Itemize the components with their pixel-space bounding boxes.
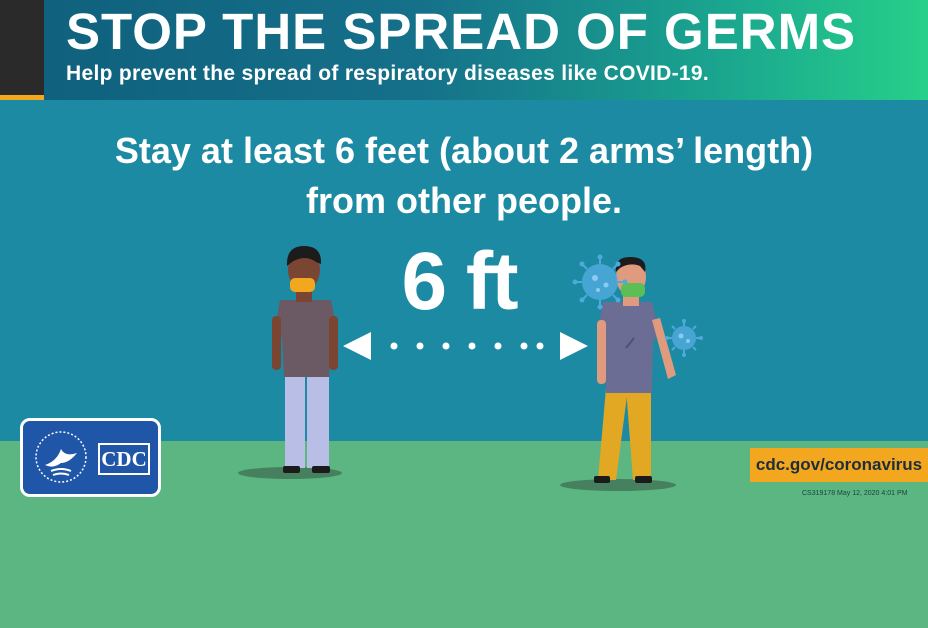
face-mask-icon	[290, 278, 315, 292]
virus-icon	[572, 254, 628, 310]
page-subtitle: Help prevent the spread of respiratory d…	[66, 62, 710, 85]
guidance-line-1: Stay at least 6 feet (about 2 arms’ leng…	[114, 130, 814, 171]
distance-label: 6 ft	[401, 236, 519, 327]
distance-dots	[390, 342, 544, 350]
person-right	[560, 256, 676, 491]
cdc-wordmark-text: CDC	[101, 447, 147, 471]
cdc-logo[interactable]: CDC	[20, 418, 161, 497]
virus-icon	[665, 319, 703, 357]
arrow-right-icon	[560, 332, 588, 360]
header-banner: STOP THE SPREAD OF GERMS Help prevent th…	[0, 0, 928, 100]
url-badge[interactable]: cdc.gov/coronavirus	[750, 448, 928, 482]
hhs-eagle-icon	[35, 431, 87, 483]
guidance-message: Stay at least 6 feet (about 2 arms’ leng…	[0, 126, 928, 226]
url-link[interactable]: cdc.gov/coronavirus	[755, 455, 923, 474]
face-mask-icon	[621, 283, 645, 297]
header-accent-block	[0, 0, 44, 100]
cdc-wordmark: CDC	[98, 443, 150, 475]
arrow-left-icon	[343, 332, 371, 360]
header-accent-bar	[0, 95, 44, 100]
person-left	[238, 246, 342, 479]
page-title: STOP THE SPREAD OF GERMS	[66, 3, 857, 60]
guidance-line-2: from other people.	[305, 180, 623, 221]
document-code: CS319178 May 12, 2020 4:01 PM	[802, 490, 908, 497]
